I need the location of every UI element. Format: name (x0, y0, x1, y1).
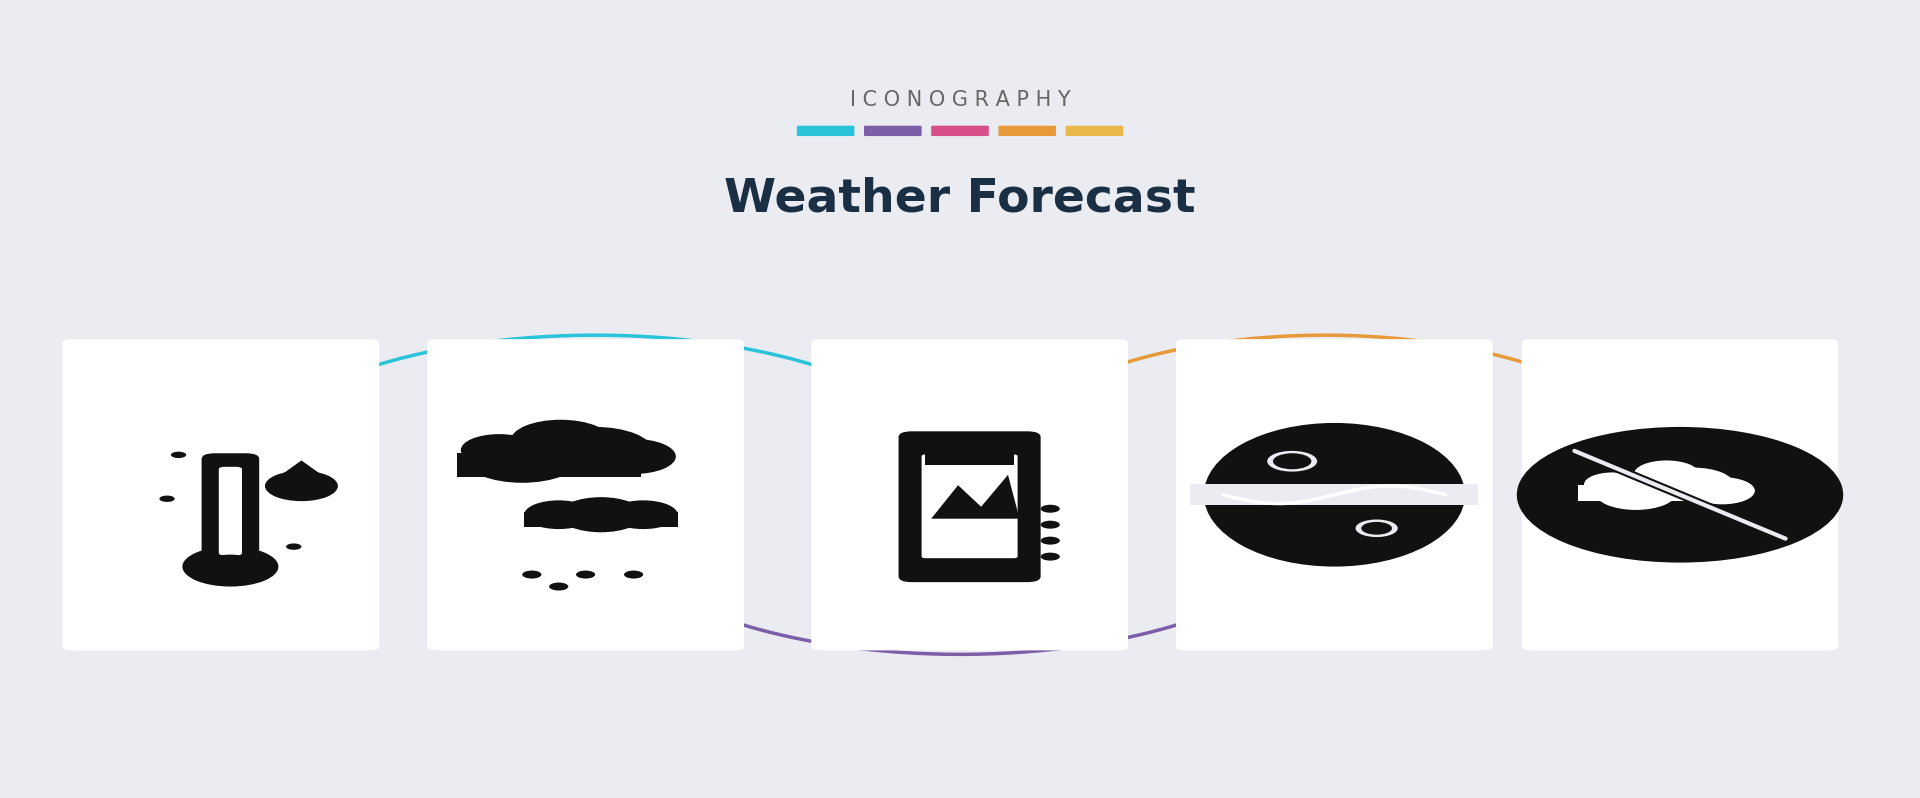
FancyBboxPatch shape (797, 125, 854, 136)
FancyBboxPatch shape (864, 125, 922, 136)
Circle shape (1634, 460, 1699, 488)
Circle shape (1041, 552, 1060, 561)
Circle shape (576, 571, 595, 579)
Circle shape (1517, 427, 1843, 563)
Circle shape (171, 452, 186, 458)
Circle shape (1041, 521, 1060, 529)
Polygon shape (931, 475, 1020, 519)
Ellipse shape (1204, 423, 1465, 567)
FancyBboxPatch shape (202, 453, 259, 568)
Circle shape (1584, 472, 1642, 496)
Circle shape (286, 543, 301, 550)
Circle shape (1267, 451, 1317, 472)
FancyBboxPatch shape (63, 339, 380, 650)
FancyBboxPatch shape (219, 467, 242, 555)
Bar (1190, 484, 1478, 505)
FancyBboxPatch shape (426, 339, 743, 650)
Circle shape (1041, 505, 1060, 513)
FancyBboxPatch shape (1066, 125, 1123, 136)
FancyBboxPatch shape (899, 431, 1041, 583)
Circle shape (1690, 477, 1755, 504)
Circle shape (182, 547, 278, 587)
Circle shape (265, 471, 338, 501)
FancyBboxPatch shape (1175, 339, 1494, 650)
Circle shape (1361, 522, 1392, 535)
FancyBboxPatch shape (922, 455, 1018, 559)
Circle shape (524, 500, 593, 529)
Circle shape (1041, 536, 1060, 544)
Circle shape (202, 555, 259, 579)
Polygon shape (275, 460, 328, 480)
Text: I C O N O G R A P H Y: I C O N O G R A P H Y (851, 89, 1069, 110)
Circle shape (609, 500, 678, 529)
Circle shape (549, 583, 568, 591)
Bar (524, 512, 678, 527)
Circle shape (1653, 468, 1734, 501)
Bar (1578, 485, 1728, 501)
FancyBboxPatch shape (998, 125, 1056, 136)
Circle shape (465, 435, 580, 483)
FancyBboxPatch shape (931, 125, 989, 136)
Bar (925, 447, 1014, 464)
Circle shape (1356, 519, 1398, 537)
Circle shape (591, 439, 676, 474)
Bar (457, 453, 641, 477)
Circle shape (538, 427, 653, 475)
Circle shape (1596, 476, 1676, 510)
Circle shape (511, 420, 611, 461)
FancyBboxPatch shape (810, 339, 1129, 650)
Circle shape (559, 497, 643, 532)
Circle shape (159, 496, 175, 502)
Circle shape (522, 571, 541, 579)
Text: Weather Forecast: Weather Forecast (724, 177, 1196, 222)
Circle shape (1273, 453, 1311, 469)
FancyBboxPatch shape (1521, 339, 1839, 650)
Circle shape (461, 434, 538, 466)
Circle shape (624, 571, 643, 579)
